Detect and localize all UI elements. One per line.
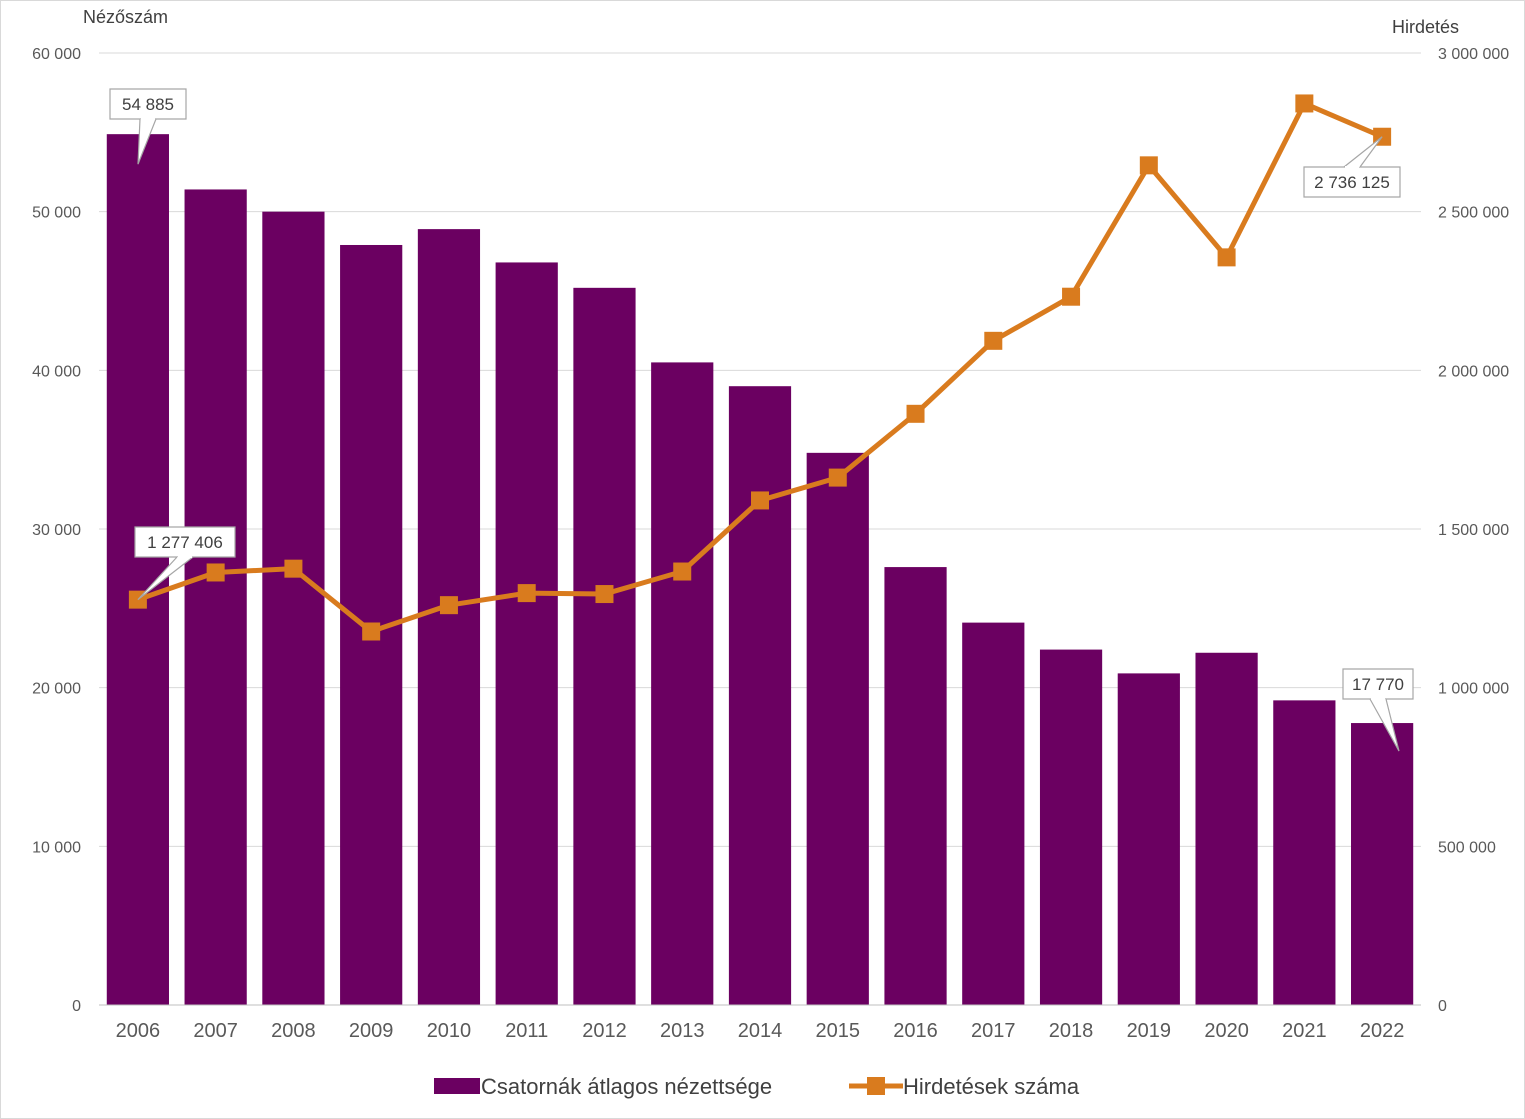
line-marker (1062, 287, 1081, 306)
right-tick-label: 500 000 (1438, 839, 1496, 856)
x-tick-label: 2019 (1127, 1020, 1172, 1042)
bar-series (106, 134, 1414, 1006)
left-tick-label: 0 (72, 998, 81, 1015)
bar (806, 452, 869, 1006)
legend-bar-swatch (434, 1078, 480, 1094)
right-tick-label: 1 000 000 (1438, 681, 1509, 698)
bar (962, 622, 1025, 1005)
callout-last-bar-pointer (1369, 698, 1400, 752)
right-tick-label: 2 000 000 (1438, 363, 1509, 380)
bar (184, 189, 247, 1005)
callout-first-bar-box (109, 88, 187, 120)
x-tick-label: 2017 (971, 1020, 1016, 1042)
x-tick-label: 2009 (349, 1020, 394, 1042)
left-axis-title: Nézőszám (83, 7, 168, 27)
legend-line-label: Hirdetések száma (903, 1074, 1080, 1099)
callout-last-line-box (1303, 166, 1401, 198)
bar (262, 211, 325, 1005)
x-tick-label: 2012 (582, 1020, 627, 1042)
line-marker (1295, 94, 1314, 113)
bar (573, 287, 636, 1005)
line-marker (906, 404, 925, 423)
right-tick-label: 0 (1438, 998, 1447, 1015)
line-marker (984, 331, 1003, 350)
right-tick-label: 2 500 000 (1438, 205, 1509, 222)
x-tick-label: 2015 (816, 1020, 861, 1042)
left-tick-label: 40 000 (32, 363, 81, 380)
line-marker (284, 559, 303, 578)
x-tick-label: 2007 (193, 1020, 238, 1042)
line-marker (1217, 248, 1236, 267)
bar (417, 229, 481, 1005)
data-callouts: 54 885 17 770 1 277 406 2 736 125 (109, 88, 1414, 752)
line-marker (206, 563, 225, 582)
bar (651, 362, 714, 1005)
bar (1039, 649, 1103, 1005)
line-marker (362, 622, 381, 641)
x-tick-label: 2021 (1282, 1020, 1327, 1042)
bar (1351, 723, 1414, 1005)
line-marker (673, 562, 692, 581)
line-marker (751, 491, 769, 510)
bar (1195, 652, 1258, 1005)
left-tick-label: 60 000 (32, 46, 81, 63)
callout-last-bar-text: 17 770 (1352, 675, 1404, 694)
x-tick-label: 2014 (738, 1020, 783, 1042)
bar (1117, 673, 1180, 1005)
line-marker (595, 585, 614, 604)
line-marker (828, 468, 847, 487)
left-tick-label: 10 000 (32, 839, 81, 856)
line-marker (1139, 156, 1158, 175)
x-tick-label: 2016 (893, 1020, 938, 1042)
x-tick-label: 2022 (1360, 1020, 1405, 1042)
x-tick-label: 2008 (271, 1020, 316, 1042)
x-tick-label: 2011 (505, 1020, 548, 1042)
callout-last-line-text: 2 736 125 (1314, 173, 1390, 192)
x-tick-label: 2010 (427, 1020, 472, 1042)
left-tick-label: 30 000 (32, 522, 81, 539)
right-axis-title: Hirdetés (1392, 17, 1459, 37)
callout-first-line-box (134, 526, 236, 558)
callout-first-bar-pointer (137, 118, 157, 165)
line-marker (517, 584, 536, 603)
left-tick-label: 20 000 (32, 681, 81, 698)
bar (884, 567, 947, 1005)
callout-last-bar-box (1342, 668, 1414, 700)
bar (495, 262, 558, 1005)
callout-last-line-pointer (1343, 136, 1383, 168)
line-marker (439, 596, 458, 615)
bar (728, 386, 792, 1005)
legend-line-marker (867, 1077, 885, 1095)
legend-bar-label: Csatornák átlagos nézettsége (481, 1074, 772, 1099)
left-tick-label: 50 000 (32, 205, 81, 222)
x-tick-label: 2018 (1049, 1020, 1094, 1042)
callout-first-line-text: 1 277 406 (147, 533, 223, 552)
axes: 0 0 10 000 500 000 20 000 1 000 000 30 000 1 50… (32, 46, 1509, 1042)
callout-first-line-pointer (137, 556, 194, 601)
callout-first-bar-text: 54 885 (122, 95, 174, 114)
right-tick-label: 1 500 000 (1438, 522, 1509, 539)
x-tick-label: 2006 (116, 1020, 161, 1042)
right-tick-label: 3 000 000 (1438, 46, 1509, 63)
bar (106, 134, 169, 1005)
bar (1273, 700, 1336, 1005)
x-tick-label: 2020 (1204, 1020, 1249, 1042)
x-tick-label: 2013 (660, 1020, 705, 1042)
legend-items: Csatornák átlagos nézettsége Hirdetések s… (434, 1074, 1080, 1099)
